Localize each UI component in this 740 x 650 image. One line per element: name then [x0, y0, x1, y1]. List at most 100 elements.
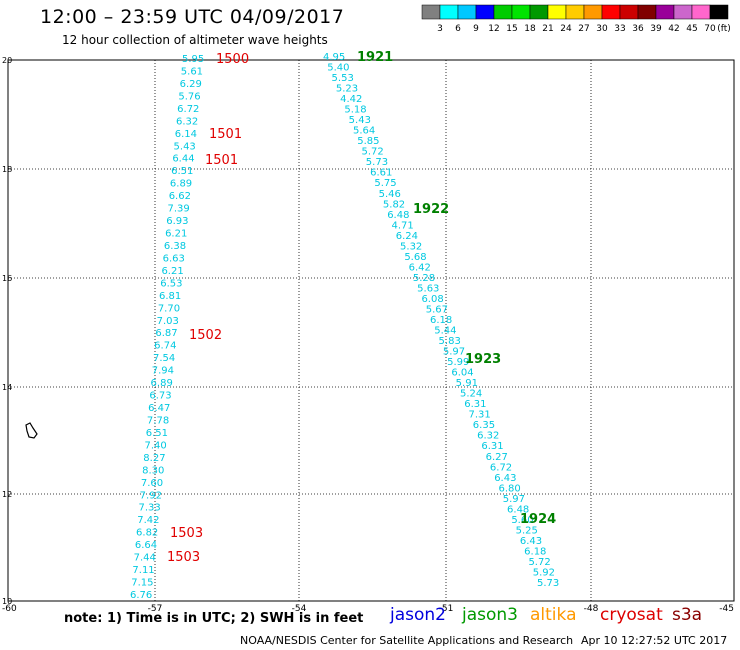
x-tick-label: -48	[584, 604, 599, 614]
wave-height-label: 5.60	[511, 515, 533, 526]
y-tick-label: 18	[2, 165, 12, 174]
wave-height-label: 5.23	[336, 84, 358, 95]
y-tick-label: 10	[2, 597, 12, 606]
wave-height-label: 5.73	[366, 157, 388, 168]
wave-height-label: 6.76	[130, 590, 152, 601]
time-marker: 1923	[465, 352, 501, 367]
wave-height-label: 5.25	[516, 525, 538, 536]
wave-height-label: 5.43	[174, 141, 196, 152]
time-marker: 1500	[216, 52, 249, 67]
wave-height-label: 5.68	[404, 252, 426, 263]
wave-height-label: 6.43	[494, 473, 516, 484]
satellite-legend-jason2: jason2	[390, 605, 446, 625]
wave-height-label: 6.93	[166, 216, 188, 227]
wave-height-label: 5.75	[374, 178, 396, 189]
wave-height-label: 8.27	[143, 453, 165, 464]
wave-height-label: 8.30	[142, 465, 164, 476]
wave-height-label: 6.61	[370, 168, 392, 179]
wave-height-label: 5.72	[362, 147, 384, 158]
wave-height-label: 5.92	[533, 567, 555, 578]
wave-height-label: 6.64	[135, 540, 157, 551]
time-marker: 1502	[189, 328, 222, 343]
y-tick-label: 14	[2, 383, 12, 392]
colorbar-label: 39	[650, 24, 662, 34]
x-tick-label: -60	[2, 604, 17, 614]
wave-height-label: 6.51	[171, 166, 193, 177]
y-tick-label: 12	[2, 490, 12, 499]
wave-height-label: 7.33	[138, 503, 160, 514]
wave-height-label: 7.44	[134, 553, 156, 564]
wave-height-label: 5.46	[379, 189, 401, 200]
wave-height-label: 7.39	[167, 204, 189, 215]
wave-height-label: 6.27	[486, 452, 508, 463]
colorbar-label: 3	[437, 24, 443, 34]
wave-height-label: 4.95	[323, 52, 345, 63]
satellite-legend-s3a: s3a	[672, 605, 703, 625]
wave-height-label: 6.24	[396, 231, 418, 242]
wave-height-label: 6.31	[481, 441, 503, 452]
map-frame	[7, 59, 735, 602]
wave-height-label: 7.03	[157, 316, 179, 327]
axis-tick-labels: -60 -57 -54 -51 -48 -45 20 18 16 14 12 10	[2, 56, 734, 614]
colorbar-label: 45	[686, 24, 697, 34]
wave-height-label: 5.95	[182, 54, 204, 65]
wave-height-label: 7.92	[140, 490, 162, 501]
wave-height-label: 7.78	[147, 415, 169, 426]
wave-height-label: 6.18	[430, 315, 452, 326]
wave-height-label: 6.32	[176, 116, 198, 127]
satellite-legend-cryosat: cryosat	[600, 605, 663, 625]
wave-height-label: 6.72	[490, 462, 512, 473]
wave-height-label: 7.70	[158, 303, 180, 314]
wave-height-label: 7.40	[145, 440, 167, 451]
colorbar-label: 9	[473, 24, 479, 34]
wave-height-label: 5.85	[357, 136, 379, 147]
x-tick-label: -51	[439, 604, 454, 614]
colorbar-label: 18	[524, 24, 536, 34]
wave-height-label: 5.18	[344, 105, 366, 116]
wave-height-label: 6.74	[154, 341, 176, 352]
time-marker: 1501	[209, 127, 242, 142]
wave-height-label: 7.94	[152, 366, 174, 377]
wave-height-label: 6.32	[477, 431, 499, 442]
color-scale-legend: 3 6 9 12 15 18 21 24 27 30 33 36 39 42 45 70 (ft)	[421, 4, 731, 34]
colorbar-label: 24	[560, 24, 572, 34]
wave-height-label: 5.76	[178, 91, 200, 102]
time-marker: 1503	[170, 526, 203, 541]
wave-height-label: 6.21	[161, 266, 183, 277]
wave-height-label: 6.53	[160, 278, 182, 289]
colorbar-label: 42	[668, 24, 679, 34]
wave-height-label: 7.31	[469, 410, 491, 421]
x-tick-label: -54	[292, 604, 307, 614]
wave-height-label: 5.83	[439, 336, 461, 347]
colorbar-swatch	[709, 4, 729, 20]
wave-height-label: 6.08	[421, 294, 443, 305]
map-grid	[7, 59, 735, 602]
footer-note: note: 1) Time is in UTC; 2) SWH is in fe…	[64, 611, 364, 626]
time-marker: 1503	[167, 550, 200, 565]
page-subtitle: 12 hour collection of altimeter wave hei…	[62, 33, 328, 47]
wave-height-label: 5.73	[537, 578, 559, 589]
time-marker: 1922	[413, 202, 449, 217]
wave-height-label: 5.91	[456, 378, 478, 389]
colorbar-label: 21	[542, 24, 553, 34]
time-marker: 1501	[205, 153, 238, 168]
wave-height-label: 6.14	[175, 129, 197, 140]
satellite-track-right: 4.955.405.535.234.425.185.435.645.855.72…	[323, 50, 559, 589]
wave-height-label: 6.89	[151, 378, 173, 389]
colorbar-label: 27	[578, 24, 589, 34]
wave-height-label: 6.47	[148, 403, 170, 414]
wave-height-label: 7.42	[137, 515, 159, 526]
colorbar-label: 15	[506, 24, 517, 34]
colorbar-label: 36	[632, 24, 644, 34]
wave-height-label: 5.97	[503, 494, 525, 505]
wave-height-label: 5.99	[447, 357, 469, 368]
credit-text: NOAA/NESDIS Center for Satellite Applica…	[240, 634, 574, 647]
coastline-islet	[25, 422, 38, 439]
wave-height-label: 6.48	[387, 210, 409, 221]
generated-timestamp: Apr 10 12:27:52 UTC 2017	[581, 634, 728, 647]
wave-height-label: 6.89	[170, 179, 192, 190]
wave-height-label: 5.61	[181, 66, 203, 77]
wave-height-label: 6.82	[136, 528, 158, 539]
wave-height-label: 6.31	[464, 399, 486, 410]
wave-height-label: 5.97	[443, 347, 465, 358]
